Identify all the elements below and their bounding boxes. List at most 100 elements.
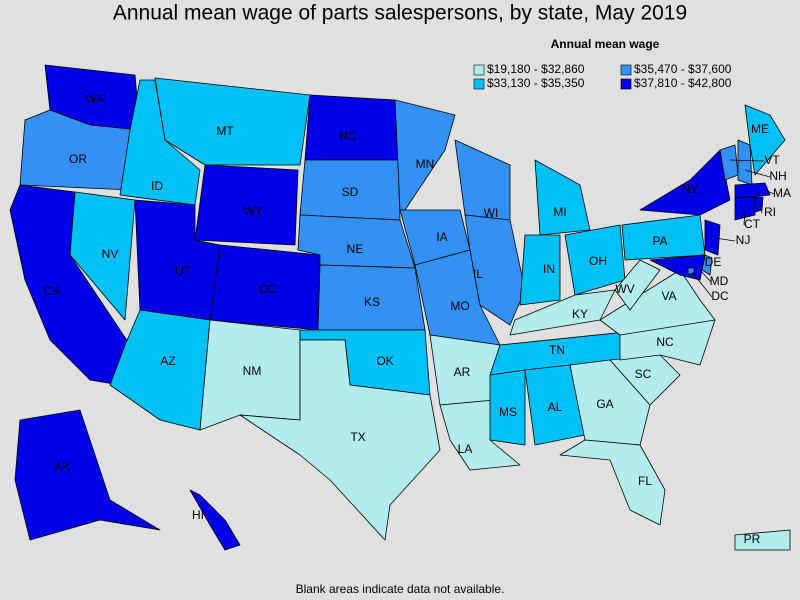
state-shape — [154, 77, 311, 166]
state-label: PA — [652, 234, 667, 248]
state-label: IL — [473, 267, 483, 281]
state-shape — [614, 259, 661, 311]
legend-label: $37,810 - $42,800 — [634, 76, 732, 90]
leader-line — [729, 159, 765, 162]
state-label: TN — [549, 343, 565, 357]
state-shape — [14, 409, 161, 541]
state-label: NE — [347, 242, 364, 256]
state-shape — [559, 439, 666, 526]
state-label: FL — [638, 474, 652, 488]
state-label: MI — [553, 205, 566, 219]
state-label: NJ — [736, 233, 751, 247]
leader-line — [744, 169, 771, 178]
legend-swatch — [620, 78, 632, 90]
state-label: RI — [764, 205, 776, 219]
state-shape — [754, 196, 764, 213]
state-label: NC — [656, 335, 674, 349]
state-label: IN — [543, 262, 555, 276]
state-label: MN — [416, 157, 435, 171]
state-label: NH — [769, 169, 786, 183]
state-shape — [704, 219, 721, 256]
state-shape — [509, 289, 616, 336]
state-label: SC — [635, 367, 652, 381]
state-shape — [454, 139, 511, 221]
state-label: WV — [615, 282, 634, 296]
state-label: AR — [454, 365, 471, 379]
state-label: IA — [436, 230, 447, 244]
state-shape — [394, 99, 456, 211]
state-labels: WA OR CA NV ID MT WY UT CO AZ NM ND SD NE KS OK TX MN IA MO… — [44, 92, 791, 546]
state-shape — [304, 94, 399, 161]
state-label: NM — [243, 364, 262, 378]
state-label: SD — [342, 185, 359, 199]
state-shape — [744, 104, 786, 176]
state-shape — [569, 359, 651, 446]
legend-label: $35,470 - $37,600 — [634, 62, 732, 76]
state-label: DE — [705, 255, 722, 269]
leader-line — [714, 237, 736, 242]
state-shape — [189, 489, 241, 551]
state-label: CO — [259, 282, 277, 296]
state-label: KS — [364, 295, 380, 309]
state-label: VT — [764, 153, 780, 167]
state-label: LA — [458, 442, 473, 456]
leader-line — [691, 271, 713, 298]
state-label: AL — [548, 400, 563, 414]
state-shape — [194, 164, 299, 246]
legend-title: Annual mean wage — [551, 37, 660, 51]
state-label: PR — [744, 532, 761, 546]
state-label: OH — [589, 254, 607, 268]
state-shape — [734, 196, 756, 221]
state-label: CT — [744, 217, 761, 231]
state-label: NV — [102, 247, 119, 261]
state-label: MA — [773, 186, 791, 200]
legend-swatch — [620, 64, 632, 76]
state-shape — [414, 249, 501, 346]
state-shape — [109, 309, 211, 431]
legend-swatch — [473, 78, 485, 90]
state-label: MD — [710, 274, 729, 288]
state-label: KY — [572, 307, 588, 321]
state-label: ND — [339, 129, 357, 143]
state-label: MO — [450, 299, 469, 313]
state-label: NY — [682, 182, 699, 196]
state-label: CA — [44, 284, 61, 298]
state-shape — [489, 369, 526, 446]
note: Blank areas indicate data not available. — [296, 582, 505, 596]
legend-label: $19,180 - $32,860 — [487, 62, 585, 76]
state-label: AZ — [160, 354, 175, 368]
state-shape — [519, 234, 561, 306]
leader-line — [758, 204, 763, 214]
leader-line — [764, 189, 775, 195]
state-label: WY — [243, 204, 262, 218]
state-label: GA — [596, 397, 613, 411]
state-label: WA — [86, 92, 105, 106]
state-label: OK — [376, 354, 393, 368]
state-label: WI — [484, 206, 499, 220]
states — [9, 64, 791, 551]
state-label: VA — [661, 289, 676, 303]
state-label: MS — [499, 405, 517, 419]
state-shape — [464, 214, 526, 326]
state-label: HI — [192, 508, 204, 522]
legend-swatch — [473, 64, 485, 76]
state-shape — [599, 269, 716, 336]
state-shape — [69, 191, 136, 321]
state-shape — [534, 159, 591, 236]
state-label: OR — [69, 152, 87, 166]
legend: $19,180 - $32,860$33,130 - $35,350 $35,47… — [473, 62, 732, 90]
state-shape — [734, 182, 771, 199]
legend-label: $33,130 - $35,350 — [487, 76, 585, 90]
state-label: DC — [711, 289, 729, 303]
state-shape — [734, 529, 791, 551]
leader-line — [699, 269, 712, 283]
map-title: Annual mean wage of parts salespersons, … — [113, 2, 687, 25]
state-shape — [239, 339, 441, 541]
state-label: MT — [216, 124, 234, 138]
state-label: TX — [350, 430, 365, 444]
state-label: ME — [751, 122, 769, 136]
state-label: ID — [151, 179, 163, 193]
leader-line — [743, 209, 746, 226]
state-label: UT — [175, 264, 192, 278]
